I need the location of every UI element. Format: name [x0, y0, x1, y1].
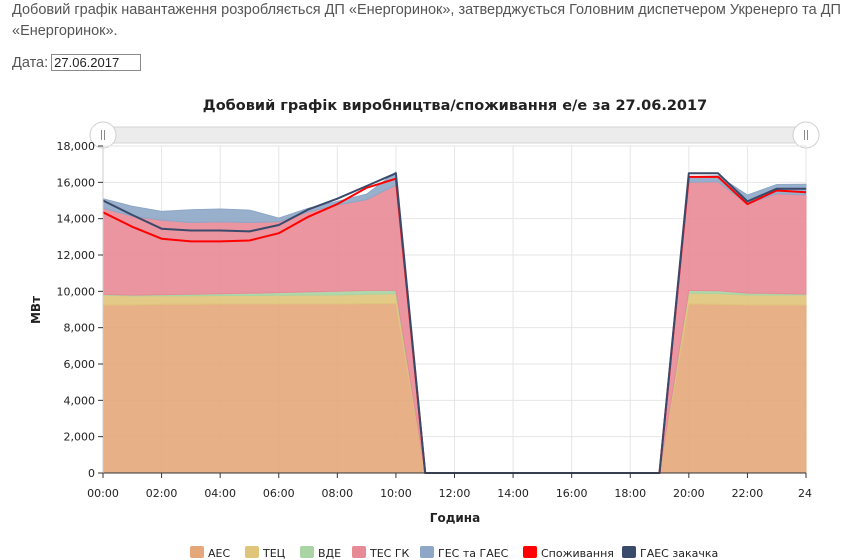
- y-tick-label: 0: [88, 467, 95, 480]
- x-tick-label: 18:00: [614, 487, 646, 500]
- navigator-handle-right[interactable]: [792, 121, 820, 149]
- legend-swatch: [523, 546, 537, 558]
- legend-swatch: [352, 546, 366, 558]
- legend-swatch: [420, 546, 434, 558]
- legend-swatch: [300, 546, 314, 558]
- legend-item-вде[interactable]: ВДЕ: [300, 546, 341, 560]
- x-tick-label: 06:00: [263, 487, 295, 500]
- x-tick-label: 14:00: [497, 487, 529, 500]
- legend-label: Споживання: [541, 547, 614, 560]
- x-tick-label: 24: [798, 487, 812, 500]
- legend-item-споживання[interactable]: Споживання: [523, 546, 614, 560]
- legend-item-аес[interactable]: АЕС: [190, 546, 230, 560]
- x-tick-label: 22:00: [732, 487, 764, 500]
- x-tick-label: 00:00: [87, 487, 119, 500]
- y-tick-label: 2,000: [64, 431, 96, 444]
- legend-label: ГЕС та ГАЕС: [438, 547, 509, 560]
- x-tick-label: 08:00: [321, 487, 353, 500]
- legend-label: ТЕЦ: [262, 547, 286, 560]
- y-tick-label: 16,000: [57, 176, 96, 189]
- x-tick-label: 10:00: [380, 487, 412, 500]
- y-tick-label: 10,000: [57, 285, 96, 298]
- x-tick-label: 16:00: [556, 487, 588, 500]
- x-axis-title: Година: [430, 511, 480, 525]
- y-tick-label: 8,000: [64, 322, 96, 335]
- x-tick-label: 04:00: [204, 487, 236, 500]
- x-tick-label: 12:00: [439, 487, 471, 500]
- legend-swatch: [622, 546, 636, 558]
- navigator-track[interactable]: [102, 126, 807, 144]
- date-input[interactable]: [51, 54, 142, 71]
- y-tick-label: 12,000: [57, 249, 96, 262]
- y-axis-title: МВт: [29, 296, 43, 324]
- chart-title: Добовий графік виробництва/споживання е/…: [203, 98, 707, 114]
- legend-label: ГАЕС закачка: [640, 547, 718, 560]
- y-tick-label: 4,000: [64, 394, 96, 407]
- legend-item-гаес-закачка[interactable]: ГАЕС закачка: [622, 546, 718, 560]
- legend-item-гес-та-гаес[interactable]: ГЕС та ГАЕС: [420, 546, 509, 560]
- intro-text: Добовий графік навантаження розробляєтьс…: [12, 2, 841, 39]
- legend-label: АЕС: [208, 547, 230, 560]
- y-tick-label: 18,000: [57, 140, 96, 153]
- date-label: Дата:: [12, 54, 49, 71]
- legend-item-тец[interactable]: ТЕЦ: [245, 546, 286, 560]
- range-navigator[interactable]: [89, 121, 820, 149]
- x-tick-label: 02:00: [146, 487, 178, 500]
- axes: 0 2,000 4,000 6,000 8,000 10,000 12,000 14,000 1…: [57, 140, 813, 500]
- legend-label: ВДЕ: [318, 547, 341, 560]
- x-tick-label: 20:00: [673, 487, 705, 500]
- y-tick-label: 6,000: [64, 358, 96, 371]
- legend-swatch: [190, 546, 204, 558]
- legend: АЕС ТЕЦ ВДЕ ТЕС ГК ГЕС та ГАЕС Споживання ГАЕС…: [190, 546, 718, 560]
- date-row: Дата:: [12, 54, 142, 71]
- legend-label: ТЕС ГК: [369, 547, 410, 560]
- y-tick-label: 14,000: [57, 213, 96, 226]
- legend-item-тес-гк[interactable]: ТЕС ГК: [352, 546, 410, 560]
- legend-swatch: [245, 546, 259, 558]
